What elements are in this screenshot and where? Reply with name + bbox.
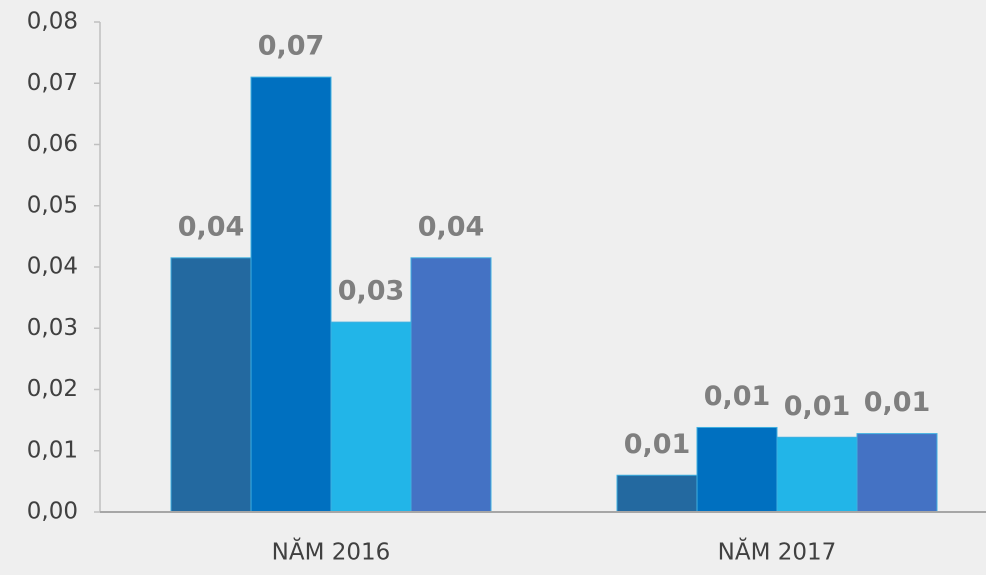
y-tick-label: 0,07	[27, 70, 78, 96]
bar	[696, 426, 778, 513]
value-label: 0,04	[178, 211, 245, 242]
x-tick-label: NĂM 2016	[272, 538, 391, 566]
y-tick-label: 0,04	[27, 254, 78, 280]
value-label: 0,01	[704, 381, 771, 412]
y-tick-label: 0,06	[27, 131, 78, 157]
y-tick-label: 0,08	[27, 9, 78, 35]
bar	[616, 474, 698, 513]
value-label: 0,01	[864, 387, 931, 418]
y-tick-label: 0,02	[27, 376, 78, 402]
value-label: 0,03	[338, 276, 405, 307]
x-tick-label: NĂM 2017	[718, 538, 837, 566]
y-tick-label: 0,01	[27, 437, 78, 463]
bar	[250, 76, 332, 513]
y-tick-label: 0,00	[27, 499, 78, 525]
bar	[330, 321, 412, 513]
value-label: 0,01	[624, 429, 691, 460]
y-tick-label: 0,05	[27, 192, 78, 218]
bar	[170, 257, 252, 513]
value-label: 0,07	[258, 31, 325, 62]
value-label: 0,01	[784, 391, 851, 422]
bar	[856, 433, 938, 513]
bar	[776, 436, 858, 513]
bar	[410, 257, 492, 513]
value-label: 0,04	[418, 211, 485, 242]
y-tick-label: 0,03	[27, 315, 78, 341]
